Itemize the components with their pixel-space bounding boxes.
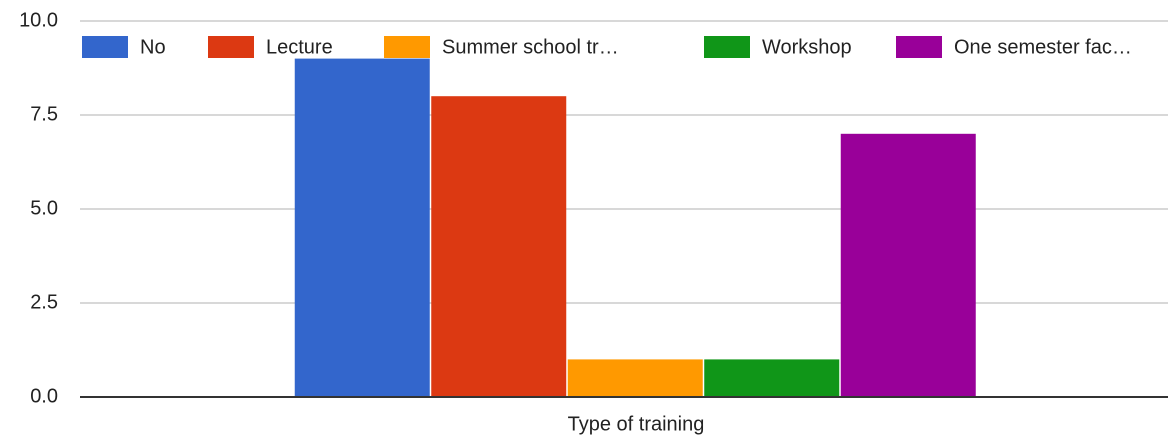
legend-swatch [704,36,750,58]
legend-label: Lecture [266,36,333,58]
y-tick-label: 10.0 [19,9,58,31]
legend-swatch [896,36,942,58]
y-tick-label: 5.0 [30,197,58,219]
bar [840,133,976,398]
legend-swatch [384,36,430,58]
legend-label: Workshop [762,36,852,58]
legend-swatch [82,36,128,58]
y-tick-label: 2.5 [30,291,58,313]
bar [431,96,567,397]
y-tick-label: 7.5 [30,103,58,125]
y-tick-label: 0.0 [30,385,58,407]
bar [567,359,703,397]
bar [294,58,430,397]
legend-label: Summer school tr… [442,36,619,58]
bar [704,359,840,397]
legend-swatch [208,36,254,58]
legend-label: No [140,36,166,58]
x-axis-label: Type of training [568,413,705,435]
legend-label: One semester fac… [954,36,1132,58]
